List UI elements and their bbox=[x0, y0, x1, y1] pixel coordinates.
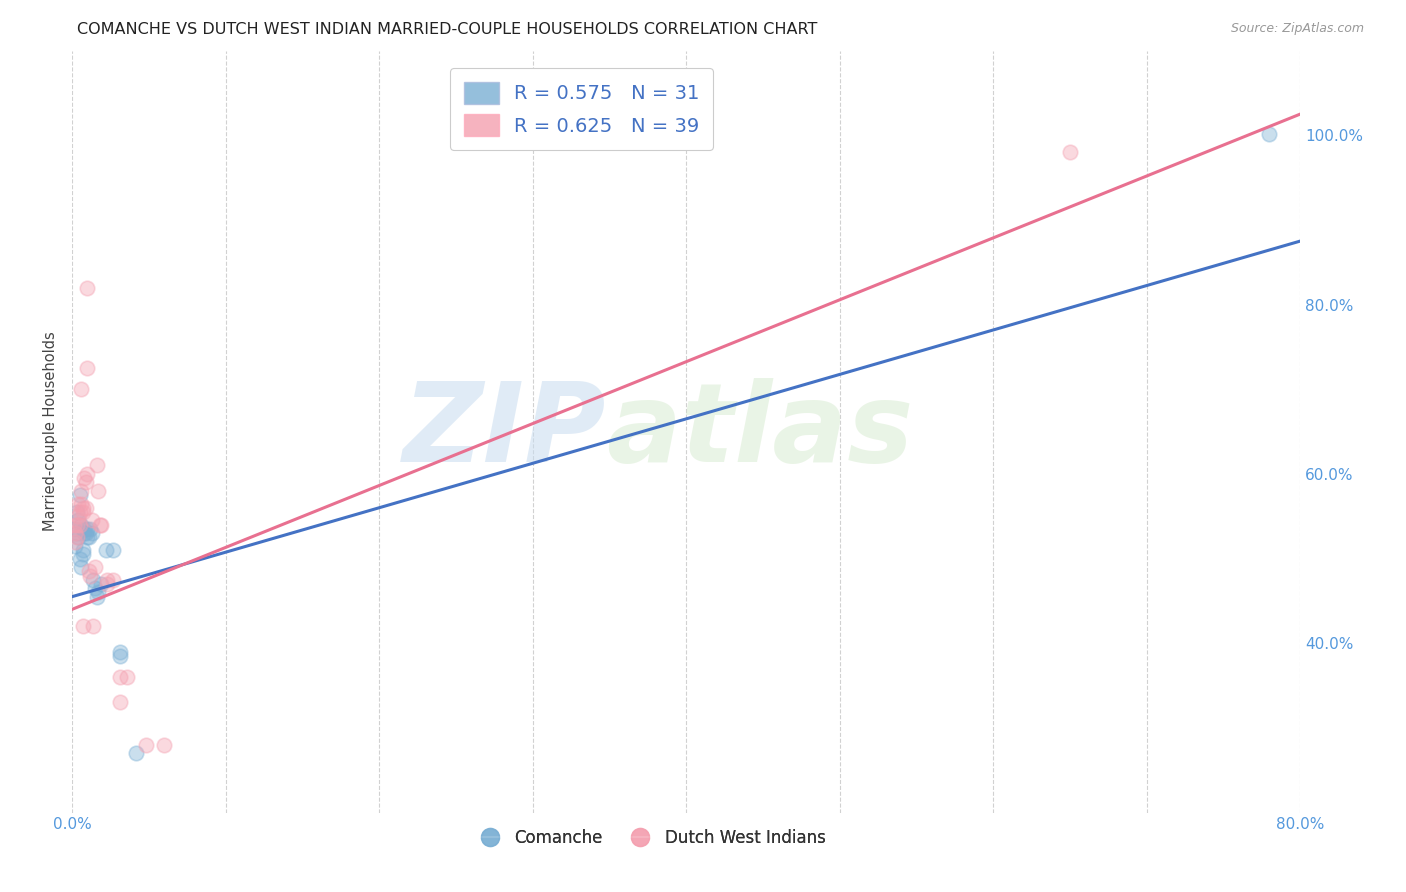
Point bbox=[63, 539, 86, 553]
Point bbox=[62, 522, 84, 536]
Point bbox=[84, 581, 107, 595]
Point bbox=[108, 696, 131, 710]
Point bbox=[90, 577, 112, 591]
Legend: Comanche, Dutch West Indians: Comanche, Dutch West Indians bbox=[467, 822, 832, 854]
Text: COMANCHE VS DUTCH WEST INDIAN MARRIED-COUPLE HOUSEHOLDS CORRELATION CHART: COMANCHE VS DUTCH WEST INDIAN MARRIED-CO… bbox=[77, 22, 818, 37]
Point bbox=[80, 526, 103, 541]
Point bbox=[117, 670, 139, 684]
Point bbox=[72, 619, 94, 633]
Point bbox=[72, 547, 94, 561]
Text: atlas: atlas bbox=[606, 378, 914, 485]
Point bbox=[96, 573, 118, 587]
Point bbox=[87, 483, 110, 498]
Point bbox=[1059, 145, 1081, 160]
Point bbox=[73, 522, 96, 536]
Point bbox=[72, 543, 94, 558]
Text: Source: ZipAtlas.com: Source: ZipAtlas.com bbox=[1230, 22, 1364, 36]
Point bbox=[76, 522, 98, 536]
Point bbox=[75, 475, 97, 490]
Point bbox=[1258, 127, 1281, 141]
Point bbox=[108, 648, 131, 663]
Point bbox=[86, 590, 108, 604]
Point bbox=[94, 543, 117, 558]
Point bbox=[65, 526, 87, 541]
Point bbox=[67, 497, 90, 511]
Point bbox=[70, 382, 93, 396]
Point bbox=[108, 645, 131, 659]
Point bbox=[72, 500, 94, 515]
Point bbox=[86, 458, 108, 473]
Point bbox=[79, 522, 101, 536]
Point bbox=[135, 738, 157, 752]
Point bbox=[76, 467, 98, 481]
Point bbox=[63, 526, 86, 541]
Point bbox=[89, 517, 111, 532]
Point bbox=[125, 746, 148, 760]
Point bbox=[75, 526, 97, 541]
Point bbox=[108, 670, 131, 684]
Point bbox=[79, 568, 101, 582]
Text: ZIP: ZIP bbox=[402, 378, 606, 485]
Point bbox=[76, 530, 98, 544]
Point bbox=[96, 577, 118, 591]
Point bbox=[70, 497, 93, 511]
Point bbox=[87, 585, 110, 599]
Point bbox=[77, 530, 100, 544]
Point bbox=[80, 514, 103, 528]
Point bbox=[73, 526, 96, 541]
Point bbox=[103, 573, 125, 587]
Point bbox=[67, 530, 90, 544]
Point bbox=[70, 517, 93, 532]
Point bbox=[65, 517, 87, 532]
Point bbox=[76, 361, 98, 376]
Point bbox=[65, 505, 87, 519]
Point bbox=[75, 500, 97, 515]
Point bbox=[65, 530, 87, 544]
Point bbox=[69, 488, 91, 502]
Point bbox=[83, 619, 105, 633]
Point bbox=[76, 281, 98, 295]
Point bbox=[72, 505, 94, 519]
Point bbox=[62, 517, 84, 532]
Point bbox=[69, 551, 91, 566]
Point bbox=[69, 505, 91, 519]
Point bbox=[77, 564, 100, 578]
Point bbox=[63, 534, 86, 549]
Y-axis label: Married-couple Households: Married-couple Households bbox=[44, 332, 58, 532]
Point bbox=[153, 738, 176, 752]
Point bbox=[70, 560, 93, 574]
Point bbox=[67, 514, 90, 528]
Point bbox=[70, 483, 93, 498]
Point bbox=[69, 517, 91, 532]
Point bbox=[90, 517, 112, 532]
Point bbox=[83, 573, 105, 587]
Point bbox=[103, 543, 125, 558]
Point bbox=[84, 560, 107, 574]
Point bbox=[67, 509, 90, 524]
Point bbox=[73, 471, 96, 485]
